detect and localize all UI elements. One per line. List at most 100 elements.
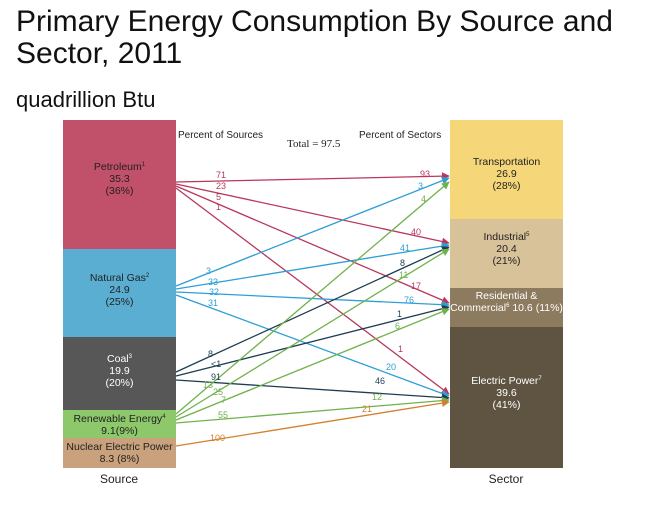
source-name: Natural Gas2 — [90, 272, 150, 284]
flow-coal-to-electric-power — [175, 379, 450, 402]
source-box — [63, 249, 176, 337]
sector-box — [450, 120, 563, 219]
flow-pct-of-sector: 11 — [399, 270, 408, 280]
source-value: 8.3 (8%) — [100, 453, 140, 465]
source-value: (25%) — [105, 296, 133, 308]
source-value: 35.3 — [109, 173, 130, 185]
flow-pct-of-source: 31 — [208, 298, 218, 308]
flow-pct-of-source: 8 — [208, 349, 213, 359]
flow-pct-of-source: 100 — [210, 433, 225, 443]
source-value: 24.9 — [109, 284, 130, 296]
sector-value: Commercial6 10.6 (11%) — [450, 302, 563, 314]
sector-column: Transportation26.9(28%)Industrial520.4(2… — [450, 120, 563, 468]
total-label: Total = 97.5 — [287, 138, 341, 150]
flow-natural-gas-to-industrial — [175, 242, 450, 290]
sector-name: Industrial5 — [484, 231, 531, 243]
source-axis-label: Source — [100, 472, 138, 486]
flow-pct-of-sector: 8 — [400, 258, 405, 268]
flow-pct-of-sector: 1 — [397, 309, 402, 319]
flow-pct-of-source: 13 — [203, 380, 213, 390]
figure-title: Primary Energy Consumption By Source and… — [16, 5, 613, 70]
source-name: Renewable Energy4 — [73, 413, 166, 425]
source-box — [63, 337, 176, 410]
sector-value: 39.6 — [496, 387, 517, 399]
flow-pct-of-source: 32 — [209, 287, 219, 297]
source-box — [63, 120, 176, 249]
flow-pct-of-sector: 93 — [420, 169, 430, 179]
flow-petroleum-to-industrial — [175, 183, 450, 246]
flow-pct-of-sector: 6 — [395, 321, 400, 331]
sector-name: Residential & — [476, 290, 538, 302]
flow-pct-of-source: 23 — [216, 181, 226, 191]
flow-pct-of-sector: 12 — [372, 392, 382, 402]
flow-pct-of-source: 7 — [221, 395, 226, 405]
flow-natural-gas-to-electric-power — [175, 294, 450, 398]
flow-pct-of-source: 33 — [208, 277, 218, 287]
sector-name: Transportation — [473, 156, 540, 168]
flow-coal-to-residential-commercial — [175, 304, 450, 377]
sector-value: (21%) — [492, 255, 520, 267]
flow-nuclear-electric-power-to-electric-power — [175, 399, 450, 447]
sector-axis-label: Sector — [489, 472, 524, 486]
flow-renewable-energy-to-residential-commercial — [175, 308, 450, 421]
flow-pct-of-source: 55 — [218, 410, 228, 420]
flow-pct-of-sector: 21 — [362, 404, 372, 414]
flow-pct-of-sector: 1 — [398, 344, 403, 354]
source-name: Coal3 — [107, 353, 133, 365]
sector-value: (28%) — [492, 180, 520, 192]
sector-residential-commercial: Residential &Commercial6 10.6 (11%) — [450, 288, 563, 327]
flow-coal-to-industrial — [175, 246, 450, 373]
source-box — [63, 438, 176, 468]
flow-pct-of-source: 3 — [206, 266, 211, 276]
source-value: (20%) — [105, 377, 133, 389]
flow-petroleum-to-transportation — [175, 172, 450, 183]
flow-pct-of-sector: 3 — [418, 181, 423, 191]
flow-pct-of-sector: 4 — [421, 194, 426, 204]
sector-value: 26.9 — [496, 168, 517, 180]
sector-value: (41%) — [492, 399, 520, 411]
source-value: (36%) — [105, 185, 133, 197]
source-value: 9.1(9%) — [101, 425, 138, 437]
flow-pct-of-source: 25 — [213, 387, 223, 397]
sector-box — [450, 288, 563, 327]
sector-box — [450, 219, 563, 288]
sector-value: 20.4 — [496, 243, 517, 255]
source-name: Petroleum1 — [94, 161, 146, 173]
flow-pct-of-sector: 40 — [411, 227, 421, 237]
flow-renewable-energy-to-industrial — [175, 248, 450, 418]
flow-natural-gas-to-transportation — [175, 176, 450, 287]
source-value: 19.9 — [109, 365, 130, 377]
source-name: Nuclear Electric Power — [66, 441, 173, 453]
flow-pct-of-source: 91 — [211, 372, 221, 382]
flow-pct-of-source: <1 — [211, 359, 221, 369]
sector-box — [450, 327, 563, 468]
percent-of-sectors-label: Percent of Sectors — [359, 130, 441, 141]
flow-pct-of-source: 5 — [216, 192, 221, 202]
percent-of-sources-label: Percent of Sources — [178, 130, 263, 141]
flow-pct-of-sector: 46 — [375, 376, 385, 386]
flow-renewable-energy-to-transportation — [175, 181, 450, 415]
flow-pct-of-sector: 41 — [400, 243, 410, 253]
flow-petroleum-to-electric-power — [175, 187, 450, 395]
flow-renewable-energy-to-electric-power — [175, 396, 450, 424]
flow-pct-of-source: 1 — [216, 202, 221, 212]
flow-arrows — [175, 172, 450, 447]
sector-name: Electric Power7 — [471, 375, 542, 387]
flow-pct-of-source: 71 — [216, 170, 226, 180]
flow-pct-of-sector: 20 — [386, 362, 396, 372]
source-box — [63, 410, 176, 438]
flow-petroleum-to-residential-commercial — [175, 185, 450, 304]
flow-pct-of-sector: 17 — [411, 281, 421, 291]
figure-subtitle: quadrillion Btu — [16, 87, 156, 112]
